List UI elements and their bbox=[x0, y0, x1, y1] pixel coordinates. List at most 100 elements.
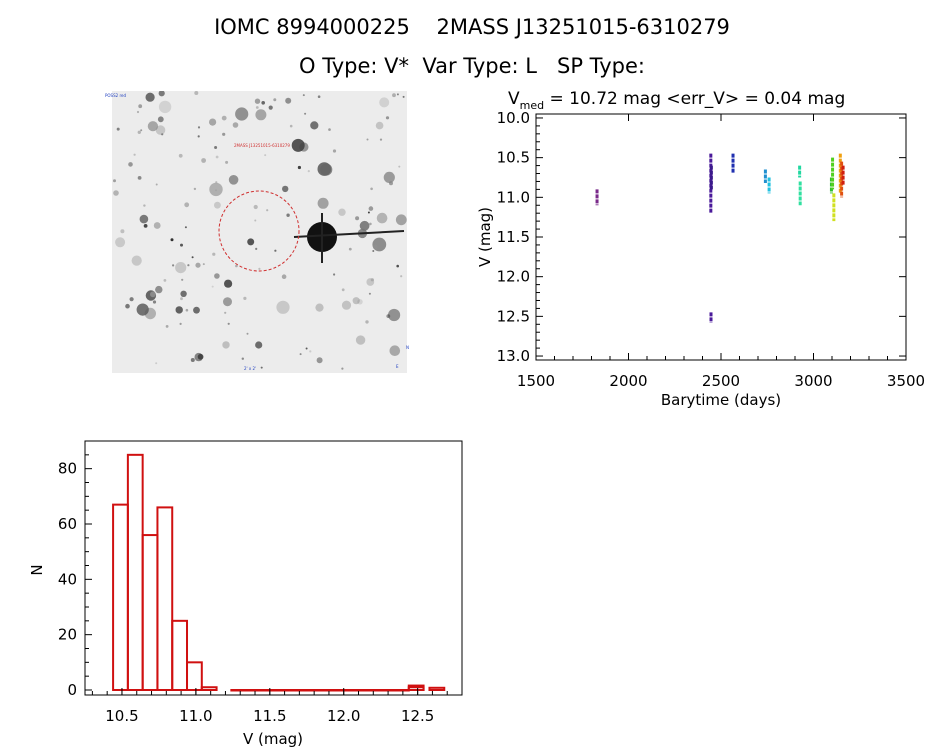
star bbox=[338, 208, 346, 216]
star bbox=[202, 263, 205, 266]
star bbox=[180, 290, 187, 297]
lc-y-tick-label: 10.5 bbox=[497, 149, 530, 167]
star bbox=[155, 285, 163, 294]
star bbox=[170, 238, 174, 242]
star bbox=[310, 121, 319, 130]
star bbox=[379, 138, 383, 141]
star bbox=[224, 279, 233, 288]
star bbox=[113, 179, 116, 183]
star bbox=[396, 264, 400, 268]
hist-x-tick-label: 11.0 bbox=[179, 707, 212, 725]
star bbox=[193, 306, 200, 314]
sky-image-background bbox=[112, 91, 407, 373]
chart-title-line1: IOMC 8994000225 2MASS J13251015-6310279 bbox=[214, 15, 730, 39]
image-label-east: E bbox=[396, 364, 399, 369]
image-label-target: 2MASS J13251015-6310279 bbox=[234, 143, 290, 148]
chart-title-line2: O Type: V* Var Type: L SP Type: bbox=[298, 54, 645, 78]
star bbox=[113, 190, 119, 196]
star bbox=[375, 121, 384, 130]
star bbox=[247, 238, 255, 246]
star bbox=[285, 97, 292, 104]
star bbox=[368, 206, 374, 211]
star bbox=[214, 273, 220, 279]
star bbox=[367, 211, 370, 214]
star bbox=[125, 303, 130, 309]
star bbox=[341, 288, 345, 292]
star bbox=[212, 252, 216, 256]
star bbox=[131, 255, 142, 266]
hist-bar bbox=[333, 689, 351, 692]
lc-x-tick-label: 3000 bbox=[794, 372, 832, 390]
lc-y-label: V (mag) bbox=[476, 207, 494, 267]
image-label-scale: 2' x 2' bbox=[244, 366, 256, 371]
hist-bars bbox=[112, 453, 446, 692]
star bbox=[222, 341, 230, 349]
star bbox=[209, 118, 217, 126]
lc-title-sub: med bbox=[520, 99, 544, 112]
star bbox=[355, 216, 360, 221]
hist-x-tick-label: 12.0 bbox=[327, 707, 360, 725]
star bbox=[129, 297, 134, 302]
star bbox=[400, 275, 403, 278]
star bbox=[193, 187, 197, 191]
star bbox=[341, 367, 344, 370]
star bbox=[368, 292, 371, 295]
hist-bar bbox=[126, 453, 144, 692]
star bbox=[307, 170, 310, 173]
star bbox=[341, 300, 352, 310]
star bbox=[266, 209, 269, 212]
star bbox=[392, 93, 396, 98]
hist-bar bbox=[348, 689, 366, 692]
star bbox=[254, 219, 257, 222]
hist-bar bbox=[200, 686, 218, 692]
star bbox=[133, 153, 136, 156]
star bbox=[211, 285, 214, 288]
star bbox=[357, 299, 363, 305]
star bbox=[155, 125, 166, 135]
hist-plot-frame bbox=[84, 440, 463, 696]
star bbox=[235, 264, 238, 268]
lc-data bbox=[595, 153, 845, 323]
star bbox=[143, 204, 146, 207]
star bbox=[222, 132, 226, 136]
star bbox=[201, 158, 206, 163]
star bbox=[316, 357, 323, 364]
star bbox=[241, 357, 244, 360]
hist-x-axis: 10.5 11.0 11.5 12.0 12.5 bbox=[91, 688, 463, 725]
star bbox=[161, 133, 164, 136]
star bbox=[181, 278, 184, 281]
star bbox=[402, 95, 405, 98]
star bbox=[128, 162, 133, 167]
star bbox=[348, 247, 352, 251]
star bbox=[152, 300, 157, 304]
lc-y-tick-label: 12.5 bbox=[497, 307, 530, 325]
star bbox=[180, 297, 183, 301]
star bbox=[253, 204, 258, 210]
star bbox=[373, 244, 378, 250]
star bbox=[139, 214, 149, 224]
star bbox=[246, 332, 249, 335]
star bbox=[274, 249, 277, 252]
star bbox=[332, 149, 337, 153]
star bbox=[184, 226, 187, 229]
hist-bar bbox=[407, 684, 425, 691]
star bbox=[385, 116, 390, 120]
hist-bar bbox=[319, 689, 336, 692]
star bbox=[254, 98, 261, 104]
hist-x-tick-label: 10.5 bbox=[105, 707, 138, 725]
star bbox=[120, 229, 125, 234]
lc-x-axis: 1500 2000 2500 3000 3500 bbox=[517, 114, 925, 390]
star bbox=[178, 153, 183, 158]
star bbox=[136, 110, 140, 114]
star bbox=[255, 341, 263, 349]
image-label-north: N bbox=[406, 345, 409, 350]
star bbox=[289, 124, 293, 128]
star bbox=[190, 358, 195, 362]
lc-x-tick-label: 3500 bbox=[887, 372, 925, 390]
star bbox=[328, 128, 331, 131]
star bbox=[224, 311, 227, 314]
star bbox=[155, 183, 158, 186]
star bbox=[365, 320, 369, 324]
star bbox=[297, 165, 301, 170]
star bbox=[209, 182, 223, 197]
